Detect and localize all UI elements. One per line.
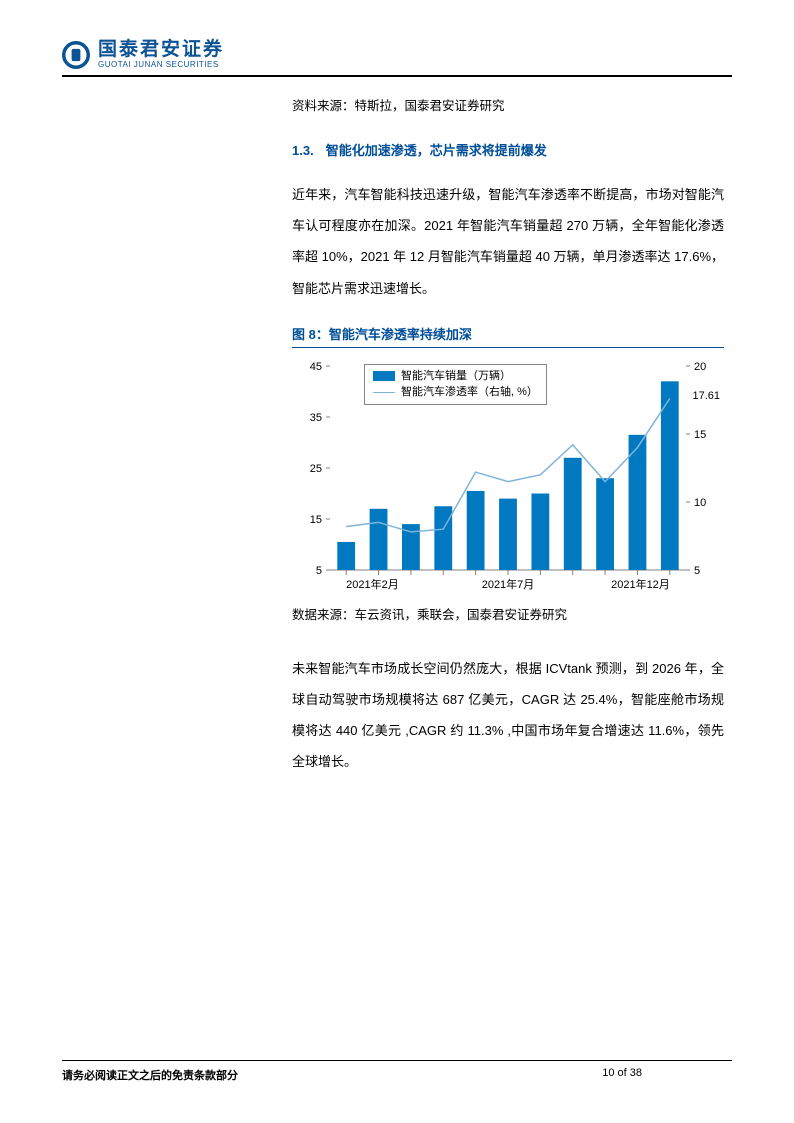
- company-logo-text: 国泰君安证券 GUOTAI JUNAN SECURITIES: [98, 40, 224, 69]
- legend-bar-label: 智能汽车销量（万辆）: [401, 368, 511, 385]
- combo-chart: 5 15 25 35 45 5 10 15 20 2021年2月 2021年7月 2021年12月 智…: [292, 358, 724, 598]
- svg-text:20: 20: [694, 361, 706, 373]
- svg-text:2021年2月: 2021年2月: [346, 577, 399, 591]
- top-source-line: 资料来源：特斯拉，国泰君安证券研究: [292, 95, 724, 114]
- paragraph-1: 近年来，汽车智能科技迅速升级，智能汽车渗透率不断提高，市场对智能汽车认可程度亦在…: [292, 179, 724, 304]
- page-header: 国泰君安证券 GUOTAI JUNAN SECURITIES: [62, 40, 732, 77]
- report-page: 国泰君安证券 GUOTAI JUNAN SECURITIES 资料来源：特斯拉，…: [0, 0, 794, 1123]
- legend-line-row: 智能汽车渗透率（右轴, %）: [373, 384, 538, 401]
- svg-text:10: 10: [694, 497, 706, 509]
- svg-text:25: 25: [310, 463, 322, 475]
- section-heading: 1.3. 智能化加速渗透，芯片需求将提前爆发: [292, 140, 724, 159]
- company-name-en: GUOTAI JUNAN SECURITIES: [98, 61, 224, 69]
- footer-disclaimer: 请务必阅读正文之后的免责条款部分: [62, 1067, 238, 1083]
- content-column: 资料来源：特斯拉，国泰君安证券研究 1.3.智能化加速渗透，芯片需求将提前爆发 …: [292, 77, 724, 778]
- last-point-label: 17.61: [692, 390, 720, 402]
- svg-text:15: 15: [310, 514, 322, 526]
- svg-text:2021年12月: 2021年12月: [611, 577, 670, 591]
- legend-bar-swatch: [373, 371, 395, 381]
- svg-text:45: 45: [310, 361, 322, 373]
- section-number: 1.3.: [292, 143, 314, 158]
- footer-page-number: 10 of 38: [602, 1067, 732, 1083]
- section-title: 智能化加速渗透，芯片需求将提前爆发: [326, 143, 547, 158]
- legend-line-swatch: [373, 392, 395, 393]
- chart-data-source: 数据来源：车云资讯，乘联会，国泰君安证券研究: [292, 604, 724, 623]
- chart-legend: 智能汽车销量（万辆） 智能汽车渗透率（右轴, %）: [364, 364, 547, 405]
- svg-text:35: 35: [310, 412, 322, 424]
- svg-text:5: 5: [316, 565, 322, 577]
- svg-text:5: 5: [694, 565, 700, 577]
- company-logo-icon: [62, 41, 90, 69]
- svg-text:2021年7月: 2021年7月: [482, 577, 535, 591]
- company-name-cn: 国泰君安证券: [98, 40, 224, 59]
- legend-bar-row: 智能汽车销量（万辆）: [373, 368, 538, 385]
- paragraph-2: 未来智能汽车市场成长空间仍然庞大，根据 ICVtank 预测，到 2026 年，…: [292, 653, 724, 778]
- legend-line-label: 智能汽车渗透率（右轴, %）: [401, 384, 538, 401]
- page-footer: 请务必阅读正文之后的免责条款部分 10 of 38: [62, 1060, 732, 1083]
- svg-text:15: 15: [694, 429, 706, 441]
- figure-caption: 图 8：智能汽车渗透率持续加深: [292, 324, 724, 348]
